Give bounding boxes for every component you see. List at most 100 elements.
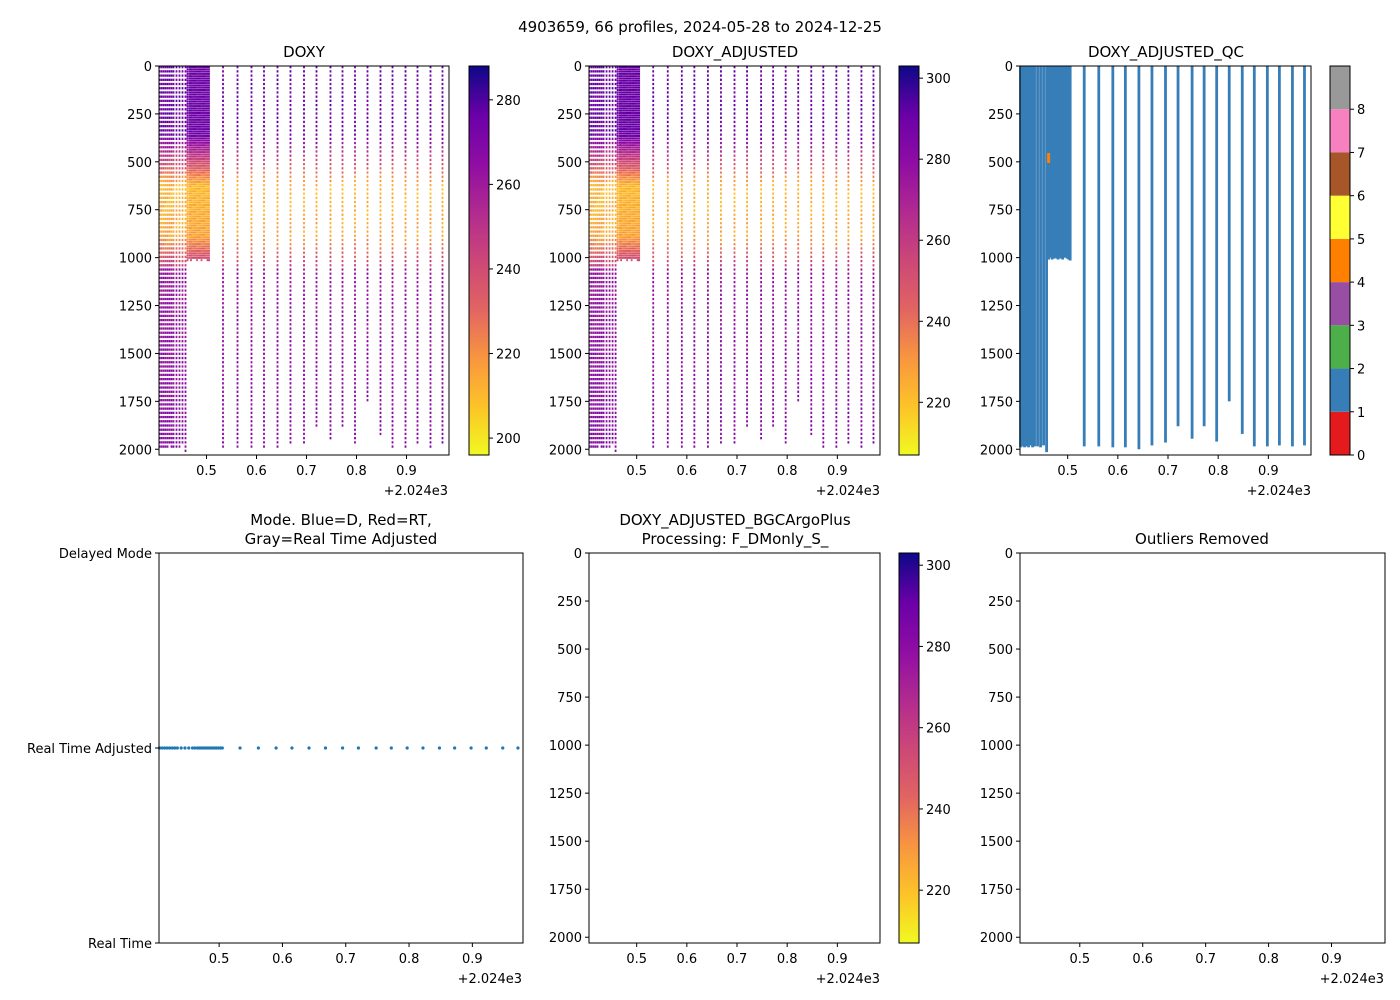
profile-sample (341, 99, 344, 103)
profile-sample (200, 236, 203, 239)
profile-sample (175, 285, 178, 288)
profile-sample (303, 112, 305, 115)
profile-sample (404, 209, 407, 212)
profile-sample (598, 340, 601, 343)
profile-sample (315, 399, 318, 402)
profile-sample (208, 72, 210, 75)
profile-sample (250, 268, 253, 271)
profile-sample (391, 365, 394, 368)
profile-sample (208, 197, 210, 200)
profile-sample (199, 70, 201, 73)
profile-sample (190, 84, 192, 87)
profile-sample (379, 289, 382, 292)
profile-sample (222, 137, 224, 140)
profile-sample (197, 231, 200, 234)
profile-sample (329, 297, 332, 301)
profile-sample (196, 70, 198, 73)
profile-sample (341, 238, 344, 242)
profile-sample (263, 120, 265, 124)
profile-sample (588, 390, 591, 393)
profile-sample (594, 167, 597, 170)
profile-sample (429, 340, 432, 343)
profile-sample (391, 167, 394, 170)
profile-sample (205, 224, 207, 227)
profile-sample (194, 220, 197, 223)
profile-sample (441, 373, 444, 377)
profile-sample (236, 112, 239, 115)
profile-sample (199, 254, 201, 257)
profile-sample (197, 199, 200, 202)
profile-sample (341, 158, 344, 162)
profile-sample (205, 84, 207, 87)
profile-sample (329, 99, 332, 103)
profile-sample (429, 255, 432, 259)
profile-sample (303, 356, 305, 360)
profile-sample (178, 268, 181, 271)
profile-sample (203, 201, 206, 204)
profile-sample (315, 205, 318, 208)
profile-sample (594, 137, 597, 140)
profile-sample (608, 441, 611, 444)
profile-sample (172, 276, 175, 280)
profile-sample (391, 445, 394, 448)
profile-sample (186, 236, 189, 239)
profile-sample (391, 87, 394, 90)
profile-sample (186, 146, 189, 149)
profile-sample (164, 428, 167, 431)
profile-sample (303, 74, 305, 77)
profile-sample (598, 259, 601, 263)
profile-sample (354, 289, 356, 292)
profile-sample (222, 205, 224, 208)
profile-sample (160, 87, 163, 90)
profile-sample (166, 382, 169, 385)
profile-sample (611, 369, 614, 372)
profile-sample (170, 403, 173, 406)
profile-sample (329, 331, 332, 334)
profile-sample (188, 130, 191, 133)
profile-sample (600, 428, 603, 431)
profile-sample (602, 314, 605, 318)
profile-sample (194, 171, 197, 174)
profile-sample (329, 150, 332, 153)
profile-sample (429, 424, 432, 427)
profile-sample (194, 137, 197, 140)
profile-sample (162, 137, 165, 140)
profile-sample (276, 436, 279, 440)
profile-sample (202, 128, 204, 131)
profile-sample (164, 356, 167, 360)
profile-sample (289, 230, 292, 233)
profile-sample (596, 78, 599, 81)
profile-sample (404, 141, 407, 145)
profile-sample (429, 209, 432, 212)
profile-sample (168, 116, 171, 119)
profile-sample (263, 243, 265, 246)
profile-sample (289, 188, 292, 191)
profile-sample (168, 133, 171, 136)
figure-title: 4903659, 66 profiles, 2024-05-28 to 2024… (518, 18, 882, 36)
profile-sample (289, 306, 292, 309)
profile-sample (194, 93, 197, 96)
profile-sample (590, 411, 593, 415)
profile-sample (303, 318, 305, 322)
profile-sample (208, 194, 210, 197)
profile-sample (205, 254, 207, 257)
profile-sample (166, 314, 169, 318)
profile-sample (166, 205, 169, 208)
profile-sample (166, 217, 169, 221)
profile-sample (236, 403, 239, 406)
profile-sample (160, 340, 163, 343)
profile-sample (588, 403, 591, 406)
profile-sample (184, 74, 187, 77)
profile-sample (303, 331, 305, 334)
profile-sample (250, 310, 253, 313)
profile-sample (600, 293, 603, 296)
profile-sample (196, 121, 198, 124)
profile-sample (250, 217, 253, 221)
profile-sample (590, 243, 593, 246)
profile-sample (289, 70, 292, 73)
profile-sample (441, 289, 444, 292)
profile-sample (196, 75, 198, 78)
profile-sample (441, 200, 444, 204)
profile-sample (175, 78, 178, 81)
profile-sample (181, 188, 184, 191)
